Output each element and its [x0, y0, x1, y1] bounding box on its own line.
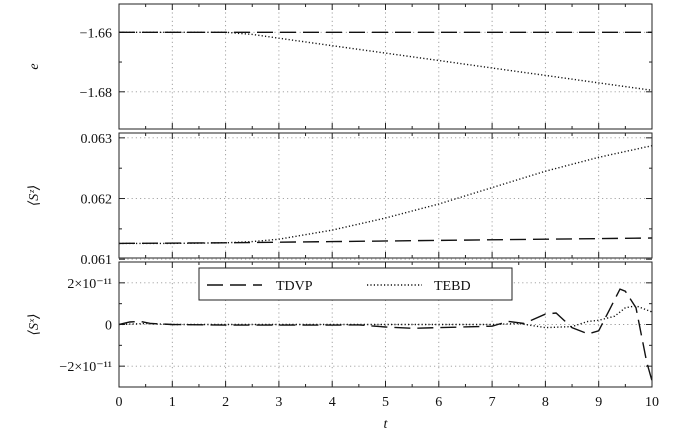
x-tick-label: 1: [169, 395, 176, 410]
x-tick-label: 7: [489, 395, 496, 410]
y-tick-label: 0: [105, 319, 112, 334]
series-line-dotted: [119, 145, 652, 245]
y-axis-label-sz: ⟨Sᶻ⟩: [27, 185, 42, 206]
y-tick-label: 2×10⁻¹¹: [67, 277, 112, 292]
legend-label-tdvp: TDVP: [276, 279, 313, 294]
plot-frame: [118, 3, 653, 130]
series-line-dashed: [119, 237, 652, 245]
sx-panel: −2×10⁻¹¹ 0 2×10⁻¹¹ 0 1 2 3 4 5 6 7 8 9 10: [59, 261, 659, 410]
energy-panel: −1.68 −1.66: [80, 3, 653, 130]
x-tick-label: 10: [645, 395, 659, 410]
x-tick-label: 0: [116, 395, 123, 410]
x-tick-label: 6: [435, 395, 442, 410]
x-tick-label: 9: [595, 395, 602, 410]
legend-box: [198, 267, 513, 301]
y-axis-label-sx: ⟨Sˣ⟩: [27, 314, 42, 336]
legend-label-tebd: TEBD: [434, 279, 471, 294]
y-tick-label: −1.66: [80, 26, 112, 41]
x-tick-label: 8: [542, 395, 549, 410]
sz-panel: 0.061 0.062 0.063: [81, 132, 653, 268]
plot-frame: [118, 261, 653, 388]
x-axis-label: t: [384, 417, 389, 432]
series-line-dotted: [119, 31, 652, 91]
y-tick-label: 0.062: [81, 193, 113, 208]
y-tick-label: 0.061: [81, 253, 113, 268]
y-tick-label: 0.063: [81, 132, 113, 147]
plot-frame: [118, 132, 653, 259]
x-tick-label: 5: [382, 395, 389, 410]
x-tick-label: 4: [329, 395, 336, 410]
y-axis-label-e: e: [27, 63, 42, 69]
x-tick-label: 2: [222, 395, 229, 410]
legend: TDVP TEBD: [198, 267, 513, 301]
y-tick-label: −1.68: [80, 86, 112, 101]
y-tick-label: −2×10⁻¹¹: [59, 360, 112, 375]
x-tick-label: 3: [275, 395, 282, 410]
